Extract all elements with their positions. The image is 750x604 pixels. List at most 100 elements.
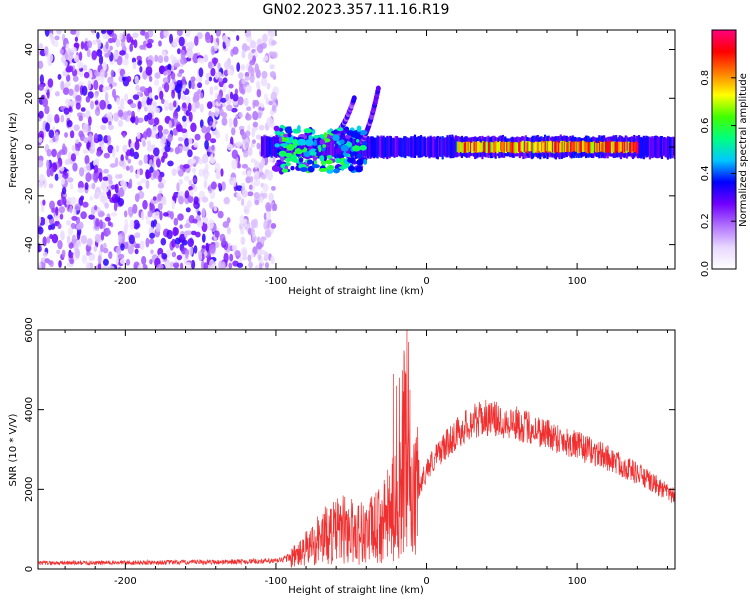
band-mark (389, 136, 392, 157)
noise-mark (210, 138, 217, 144)
band-mark (507, 141, 510, 153)
noise-mark (122, 181, 128, 192)
noise-mark (107, 144, 114, 154)
noise-mark (257, 44, 264, 54)
noise-mark (92, 159, 100, 167)
noise-mark (38, 84, 44, 91)
noise-mark (256, 142, 261, 150)
noise-mark (100, 76, 105, 85)
band-mark (648, 136, 651, 160)
noise-mark (78, 51, 83, 61)
noise-mark (98, 54, 104, 65)
noise-mark (143, 154, 148, 164)
noise-mark (147, 38, 154, 44)
band-mark (371, 136, 374, 157)
noise-mark (220, 97, 227, 103)
noise-mark (241, 78, 246, 85)
band-mark (562, 140, 565, 153)
noise-mark (96, 134, 103, 142)
noise-mark (240, 236, 246, 245)
noise-mark (240, 64, 246, 71)
band-mark (430, 137, 433, 158)
noise-mark (132, 61, 137, 70)
band-mark (633, 142, 636, 153)
noise-mark (266, 116, 274, 128)
noise-mark (178, 69, 185, 74)
noise-mark (228, 262, 233, 269)
noise-mark (72, 208, 77, 217)
noise-mark (120, 154, 124, 163)
band-mark (540, 140, 544, 152)
noise-mark (142, 140, 146, 147)
noise-mark (171, 238, 176, 248)
noise-mark (179, 164, 184, 170)
noise-mark (38, 159, 44, 168)
noise-mark (145, 65, 153, 76)
y-tick-label: 0 (24, 144, 35, 150)
band-mark (451, 134, 454, 158)
band-mark (597, 142, 600, 152)
noise-mark (259, 263, 263, 269)
noise-mark (188, 179, 193, 186)
cluster-mark (303, 128, 313, 134)
noise-mark (154, 95, 159, 100)
band-mark (580, 141, 583, 152)
band-mark (311, 136, 314, 156)
noise-mark (101, 30, 107, 34)
band-mark (545, 140, 548, 152)
noise-mark (184, 249, 189, 259)
noise-mark (223, 69, 229, 77)
noise-mark (169, 33, 174, 45)
band-mark (376, 135, 379, 159)
band-mark (539, 142, 542, 153)
band-mark (554, 142, 557, 153)
noise-mark (252, 121, 259, 128)
noise-mark (194, 133, 201, 141)
noise-mark (194, 35, 199, 47)
noise-mark (118, 160, 124, 167)
noise-mark (223, 196, 230, 205)
noise-mark (78, 167, 85, 177)
noise-mark (132, 203, 138, 214)
noise-mark (47, 53, 54, 63)
band-mark (435, 136, 438, 159)
band-mark (398, 138, 401, 157)
noise-mark (132, 32, 139, 38)
noise-mark (184, 230, 188, 238)
noise-mark (62, 171, 69, 180)
noise-mark (51, 207, 55, 213)
noise-mark (38, 215, 42, 225)
band-mark (427, 136, 430, 157)
noise-mark (236, 162, 241, 169)
noise-mark (95, 218, 100, 227)
y-tick-label: 2000 (24, 477, 35, 502)
noise-mark (73, 42, 80, 49)
noise-mark (87, 79, 92, 90)
band-mark (603, 141, 606, 153)
band-mark (663, 136, 666, 156)
noise-mark (65, 98, 71, 106)
band-mark (622, 141, 626, 154)
noise-mark (225, 133, 229, 142)
noise-mark (160, 196, 167, 206)
snr-series-line (38, 330, 675, 568)
noise-mark (185, 207, 191, 213)
snr-data (38, 330, 675, 568)
band-mark (447, 136, 450, 156)
spectrogram-data (38, 30, 675, 269)
noise-mark (55, 206, 59, 216)
cluster-mark (291, 139, 299, 145)
noise-mark (193, 245, 198, 254)
noise-mark (161, 253, 168, 260)
cluster-mark (340, 132, 345, 139)
band-mark (524, 142, 527, 152)
band-mark (441, 136, 444, 160)
noise-mark (125, 258, 131, 266)
noise-mark (88, 133, 93, 143)
band-mark (411, 137, 414, 157)
noise-mark (102, 61, 107, 71)
noise-mark (56, 249, 61, 255)
noise-mark (69, 100, 76, 107)
noise-mark (210, 181, 217, 190)
